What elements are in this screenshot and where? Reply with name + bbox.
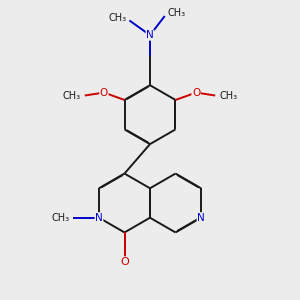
Text: N: N bbox=[197, 213, 205, 223]
Text: CH₃: CH₃ bbox=[51, 213, 70, 223]
Text: CH₃: CH₃ bbox=[168, 8, 186, 18]
Text: O: O bbox=[100, 88, 108, 98]
Text: O: O bbox=[120, 257, 129, 267]
Text: CH₃: CH₃ bbox=[220, 91, 238, 100]
Text: N: N bbox=[95, 213, 103, 223]
Text: CH₃: CH₃ bbox=[108, 13, 126, 22]
Text: O: O bbox=[192, 88, 200, 98]
Text: CH₃: CH₃ bbox=[62, 91, 80, 100]
Text: N: N bbox=[146, 30, 154, 40]
